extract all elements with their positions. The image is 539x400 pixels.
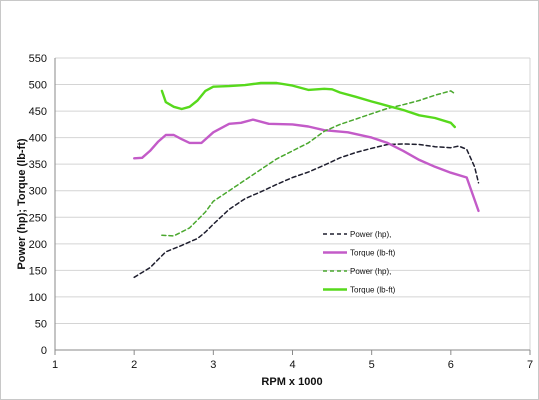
legend-label-4: Torque (lb-ft) — [350, 286, 396, 295]
y-tick-label: 350 — [29, 159, 47, 171]
y-tick-label: 200 — [29, 239, 47, 251]
y-tick-label: 550 — [29, 53, 47, 65]
x-tick-label: 4 — [289, 359, 295, 371]
y-tick-label: 400 — [29, 133, 47, 145]
series-line-1 — [133, 143, 480, 279]
y-tick-label: 0 — [41, 345, 47, 357]
x-tick-label: 1 — [52, 359, 58, 371]
y-tick-label: 450 — [29, 106, 47, 118]
y-tick-label: 300 — [29, 186, 47, 198]
legend-label-2: Torque (lb-ft) — [350, 249, 396, 258]
x-tick-label: 6 — [448, 359, 454, 371]
x-tick-label: 5 — [369, 359, 375, 371]
x-tick-label: 7 — [527, 359, 533, 371]
y-tick-label: 500 — [29, 80, 47, 92]
legend-label-3: Power (hp), — [350, 267, 391, 276]
y-tick-label: 50 — [35, 318, 47, 330]
y-tick-label: 250 — [29, 212, 47, 224]
x-tick-label: 3 — [210, 359, 216, 371]
legend-label-1: Power (hp), — [350, 230, 391, 239]
series-line-3 — [161, 90, 456, 237]
series-line-4 — [160, 81, 456, 129]
y-tick-label: 150 — [29, 265, 47, 277]
series-line-2 — [133, 118, 480, 213]
y-axis-title: Power (hp); Torque (lb-ft) — [16, 138, 28, 269]
x-tick-label: 2 — [131, 359, 137, 371]
x-axis-title: RPM x 1000 — [261, 376, 322, 388]
y-tick-label: 100 — [29, 292, 47, 304]
